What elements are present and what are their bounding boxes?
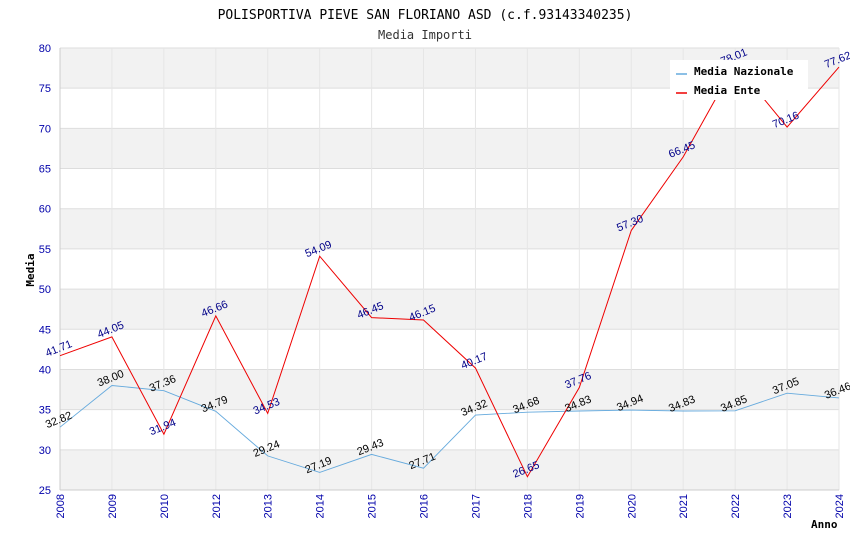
y-tick-label: 30: [39, 445, 51, 457]
x-tick-label: 2012: [211, 494, 223, 518]
grid-band: [60, 208, 839, 249]
data-label-media-ente: 40.17: [459, 351, 489, 372]
y-tick-label: 50: [39, 284, 51, 296]
legend-label-media-ente: Media Ente: [694, 84, 761, 97]
x-axis-label: Anno: [811, 518, 838, 531]
x-tick-label: 2010: [159, 494, 171, 518]
y-tick-label: 25: [39, 485, 51, 497]
series-lines: [59, 63, 840, 478]
grid-band: [60, 128, 839, 169]
chart-title: POLISPORTIVA PIEVE SAN FLORIANO ASD (c.f…: [218, 8, 633, 23]
y-tick-label: 80: [39, 43, 51, 55]
x-tick-label: 2019: [574, 494, 586, 518]
y-tick-label: 65: [39, 164, 51, 176]
x-tick-labels: 2008 2009 2010 2012 2013 2014 2015 2016 2017 2018…: [55, 494, 846, 518]
y-tick-labels: 25 30 35 40 45 50 55 60 65 70 75 80: [39, 43, 51, 497]
x-tick-label: 2009: [107, 494, 119, 518]
legend-box: [670, 60, 808, 100]
y-tick-label: 40: [39, 364, 51, 376]
x-tick-label: 2015: [367, 494, 379, 518]
grid-bands: [60, 48, 839, 490]
axes: [59, 48, 839, 491]
y-axis-label: Media: [24, 253, 37, 286]
grid-band: [60, 289, 839, 330]
data-label-media-ente: 41.71: [44, 338, 74, 359]
chart-subtitle: Media Importi: [378, 28, 472, 42]
data-label-media-ente: 31.94: [148, 417, 178, 438]
y-tick-label: 55: [39, 244, 51, 256]
legend: Media Nazionale Media Ente: [670, 60, 808, 100]
x-tick-label: 2013: [263, 494, 275, 518]
series-line-media-nazionale: [59, 385, 840, 473]
y-tick-label: 35: [39, 405, 51, 417]
x-tick-label: 2023: [782, 494, 794, 518]
x-tick-label: 2014: [315, 494, 327, 518]
y-tick-label: 45: [39, 324, 51, 336]
x-tick-label: 2022: [730, 494, 742, 518]
y-tick-label: 60: [39, 204, 51, 216]
x-tick-label: 2024: [834, 494, 846, 518]
legend-label-media-nazionale: Media Nazionale: [694, 65, 794, 78]
grid-lines: [59, 47, 840, 491]
y-tick-label: 75: [39, 83, 51, 95]
x-tick-label: 2018: [522, 494, 534, 518]
x-tick-label: 2020: [626, 494, 638, 518]
x-tick-label: 2008: [55, 494, 67, 518]
y-tick-label: 70: [39, 123, 51, 135]
x-tick-label: 2021: [678, 494, 690, 518]
series-line-media-ente: [59, 63, 840, 478]
x-tick-label: 2017: [470, 494, 482, 518]
x-tick-label: 2016: [419, 494, 431, 518]
grid-band: [60, 449, 839, 490]
